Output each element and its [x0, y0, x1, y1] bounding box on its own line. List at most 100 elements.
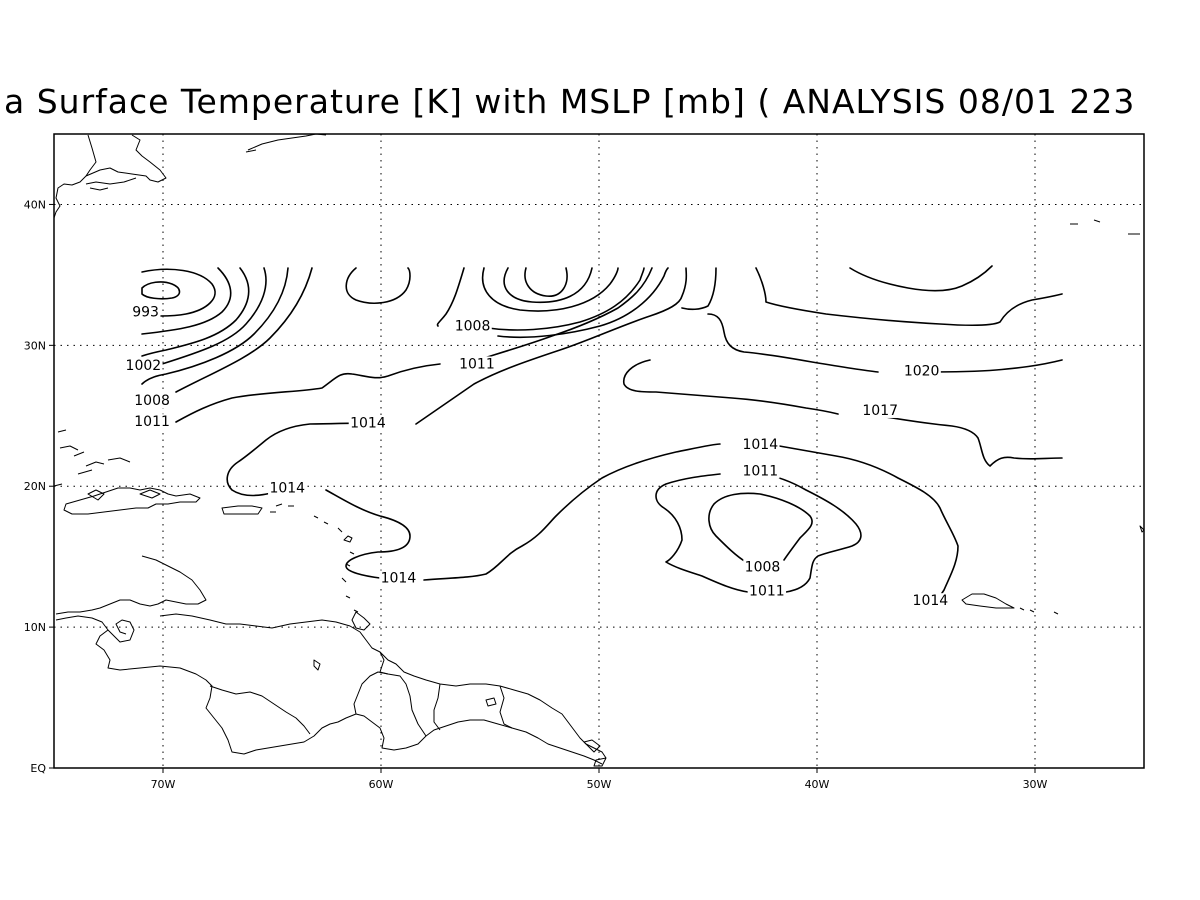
- contour-label-bg: [902, 363, 941, 379]
- contour-label-text: 1014: [269, 480, 305, 496]
- contour-label: 1014: [911, 593, 950, 609]
- coastline-bahamas: [53, 429, 131, 487]
- contour-label: 1011: [747, 583, 787, 599]
- contour-label-bg: [132, 393, 172, 409]
- x-tick-label: 70W: [151, 778, 176, 791]
- contour-label-bg: [457, 356, 497, 372]
- isobar-1011-west: [175, 363, 441, 423]
- contour-label: 1014: [379, 570, 418, 587]
- contour-label-text: 1008: [134, 393, 170, 409]
- contour-label: 1011: [132, 414, 172, 430]
- isobar-1002: [161, 267, 267, 365]
- coastline-hispaniola-detail: [87, 489, 161, 501]
- contour-label-text: 1011: [749, 583, 785, 599]
- isobar-small-loop: [345, 267, 411, 304]
- coastline-puerto-rico: [221, 505, 263, 515]
- isobar-993-outer: [141, 268, 216, 317]
- isobar-1008-wrap: [436, 267, 645, 331]
- contour-label-bg: [268, 480, 307, 496]
- isobar-1014-east: [767, 443, 959, 601]
- contour-label-bg: [348, 415, 388, 431]
- y-axis-ticks: EQ 10N 20N 30N 40N: [24, 198, 54, 775]
- x-tick-label: 50W: [587, 778, 612, 791]
- coastline-trinidad: [351, 611, 371, 631]
- coastline-cape-cod: [85, 177, 137, 191]
- contour-label-bg: [453, 318, 492, 334]
- contour-label: 1020: [902, 363, 941, 380]
- contour-label-bg: [124, 357, 163, 373]
- x-tick-label: 30W: [1023, 778, 1048, 791]
- coastline-central-america: [55, 555, 207, 615]
- isobar-1014-long: [423, 443, 721, 581]
- x-tick-label: 40W: [805, 778, 830, 791]
- coastline-virgin-islands: [270, 503, 294, 513]
- contour-label: 993: [130, 304, 161, 320]
- contour-label: 1014: [348, 415, 388, 432]
- isobars: [141, 265, 1063, 601]
- contour-label: 1002: [124, 357, 163, 374]
- contour-labels: 993 1002 1008 1011 1008 1011 1014 1014 1014 1014 1…: [124, 304, 950, 609]
- contour-label: 1008: [743, 559, 782, 575]
- contour-label: 1011: [741, 463, 780, 480]
- contour-label-text: 1008: [455, 318, 491, 334]
- contour-label-text: 1014: [381, 571, 417, 587]
- y-tick-label: EQ: [30, 762, 46, 775]
- contour-label-bg: [747, 583, 787, 599]
- isobar-1010: [497, 267, 669, 339]
- isobar-1008-center: [481, 267, 619, 312]
- border-guyana: [379, 651, 427, 737]
- isobar-1008-west: [175, 267, 313, 393]
- border-venezuela-colombia: [209, 671, 389, 735]
- isobar-1008-center-inner: [503, 267, 593, 304]
- contour-label-text: 1008: [745, 559, 781, 575]
- isobar-1017: [623, 359, 1063, 467]
- y-tick-label: 10N: [24, 621, 46, 634]
- contour-label-bg: [741, 436, 780, 452]
- contour-label-text: 1011: [134, 414, 170, 430]
- contour-label: 1017: [861, 402, 900, 419]
- coastline-nova-scotia: [245, 133, 327, 153]
- coastline-hispaniola: [63, 487, 201, 515]
- isobar-1011-east: [483, 267, 653, 359]
- coastline-amazon-delta: [583, 739, 607, 767]
- contour-label: 1011: [457, 356, 497, 372]
- contour-label-bg: [130, 304, 161, 320]
- isobar-1005: [141, 267, 289, 385]
- contour-label-bg: [911, 593, 950, 609]
- isobar-1014-west: [226, 422, 377, 497]
- contour-label: 1008: [132, 393, 172, 409]
- contour-label-text: 1020: [904, 364, 940, 380]
- contour-label-text: 1002: [126, 358, 162, 374]
- contour-label: 1014: [268, 480, 307, 496]
- x-tick-label: 60W: [369, 778, 394, 791]
- contour-label-text: 1011: [459, 356, 495, 372]
- contour-label-text: 1017: [862, 403, 898, 419]
- coastline-south-america: [95, 629, 603, 765]
- contour-label: 1014: [741, 436, 780, 453]
- contour-label-text: 993: [132, 304, 159, 320]
- contour-label-text: 1014: [913, 593, 949, 609]
- y-tick-label: 30N: [24, 339, 46, 352]
- contour-label-text: 1011: [742, 464, 778, 480]
- contour-label-text: 1014: [742, 437, 778, 453]
- coastline-venezuela-north: [159, 613, 607, 759]
- contour-label-bg: [132, 414, 172, 430]
- coastlines: [53, 133, 1145, 767]
- isobar-1008-ring: [708, 492, 813, 563]
- isobar-1014-south: [325, 489, 411, 579]
- isobar-1020: [921, 359, 1063, 373]
- contour-label-bg: [743, 559, 782, 575]
- contour-label-bg: [861, 402, 900, 418]
- isobar-1011-ring: [655, 473, 862, 593]
- isobar-1017-north: [681, 267, 879, 373]
- isobar-1014-west-b: [415, 267, 688, 425]
- coastline-cape-verde: [961, 593, 1059, 615]
- isobar-996: [141, 267, 232, 335]
- x-axis-ticks: 70W 60W 50W 40W 30W: [151, 768, 1048, 791]
- coastline-africa-edge: [1139, 525, 1145, 533]
- coastline-azores: [1070, 219, 1140, 235]
- contour-label: 1008: [453, 318, 492, 334]
- map-title: a Surface Temperature [K] with MSLP [mb]…: [0, 82, 1200, 126]
- coastline-panama: [55, 615, 135, 643]
